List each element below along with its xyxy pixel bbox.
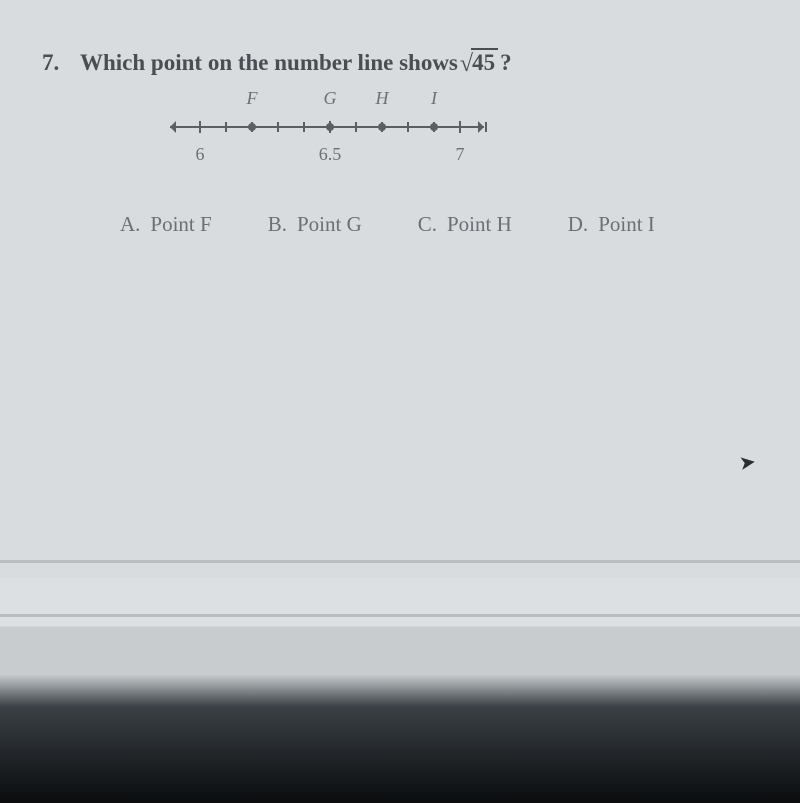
choice-text: Point F: [150, 212, 211, 237]
point-label-f: F: [247, 88, 258, 109]
axis-label: 7: [456, 144, 465, 165]
numberline: [162, 110, 492, 144]
question-number: 7.: [42, 50, 70, 76]
point-label-g: G: [324, 88, 337, 109]
numberline-container: FGHI 66.57: [162, 88, 492, 166]
choice-c[interactable]: C. Point H: [418, 212, 512, 237]
axis-label: 6.5: [319, 144, 342, 165]
point-label-h: H: [376, 88, 389, 109]
point-label-i: I: [431, 88, 437, 109]
numberline-axis-labels: 66.57: [162, 144, 492, 166]
choice-a[interactable]: A. Point F: [120, 212, 212, 237]
divider: [0, 614, 800, 617]
answer-choices: A. Point F B. Point G C. Point H D. Point I: [120, 212, 766, 237]
question-row: 7. Which point on the number line shows …: [42, 48, 766, 76]
choice-text: Point H: [447, 212, 512, 237]
choice-text: Point G: [297, 212, 362, 237]
sqrt-expression: √ 45: [460, 48, 498, 76]
radicand: 45: [471, 48, 498, 76]
radical-sign: √: [460, 52, 473, 76]
choice-letter: D.: [568, 212, 588, 237]
choice-letter: A.: [120, 212, 140, 237]
choice-text: Point I: [598, 212, 655, 237]
question-prefix: Which point on the number line shows: [80, 50, 458, 76]
question-text: Which point on the number line shows √ 4…: [80, 48, 512, 76]
worksheet-page: 7. Which point on the number line shows …: [0, 0, 800, 237]
cursor-icon: ➤: [738, 449, 758, 476]
choice-d[interactable]: D. Point I: [568, 212, 655, 237]
numberline-point-labels: F G H I: [162, 88, 492, 110]
choice-letter: B.: [268, 212, 287, 237]
divider: [0, 560, 800, 563]
axis-label: 6: [196, 144, 205, 165]
question-suffix: ?: [500, 50, 512, 76]
numberline-svg: [162, 110, 492, 144]
choice-b[interactable]: B. Point G: [268, 212, 362, 237]
choice-letter: C.: [418, 212, 437, 237]
